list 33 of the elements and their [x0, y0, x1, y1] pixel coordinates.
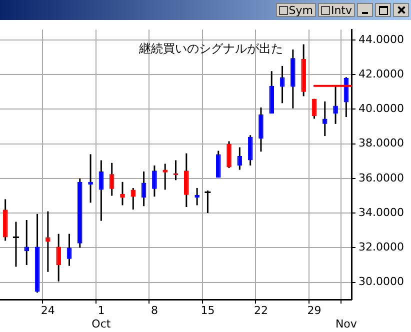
candlestick	[130, 187, 136, 210]
candlestick	[24, 219, 30, 266]
candlestick	[216, 150, 221, 178]
text: Sym	[288, 4, 313, 16]
candlestick	[109, 162, 114, 197]
candlestick	[66, 233, 72, 267]
x-tick-label: 1 Oct	[92, 304, 112, 330]
candlestick	[152, 164, 157, 198]
candlestick	[56, 233, 61, 282]
candlestick	[46, 210, 50, 273]
candlestick	[226, 140, 232, 169]
x-tick-label: 24	[40, 304, 55, 318]
x-tick-label: 15	[200, 304, 215, 318]
x-tick-label: Nov	[335, 317, 358, 330]
y-tick-label: 32.0000	[358, 240, 404, 254]
y-tick-label: 42.0000	[358, 67, 404, 80]
candlestick	[258, 106, 264, 152]
candlestick	[333, 84, 338, 125]
candlestick	[120, 181, 125, 206]
candlestick	[322, 100, 328, 137]
y-tick-label: 30.0000	[358, 275, 404, 288]
y-tick-label: 40.0000	[358, 102, 404, 116]
y-tick-label: 36.0000	[358, 171, 404, 184]
y-tick-label: 44.0000	[358, 32, 404, 46]
x-tick-label: 29	[307, 304, 322, 318]
candlestick	[184, 152, 189, 208]
y-tick-label: 34.0000	[358, 206, 404, 219]
x-tick-label: 8	[150, 304, 158, 318]
y-tick-label: 38.0000	[358, 136, 404, 150]
text: Intv	[330, 4, 352, 16]
candlestick	[248, 134, 253, 166]
x-tick-label: 22	[254, 304, 268, 318]
annotation: 継続買いのシグナルが出た	[138, 42, 283, 56]
